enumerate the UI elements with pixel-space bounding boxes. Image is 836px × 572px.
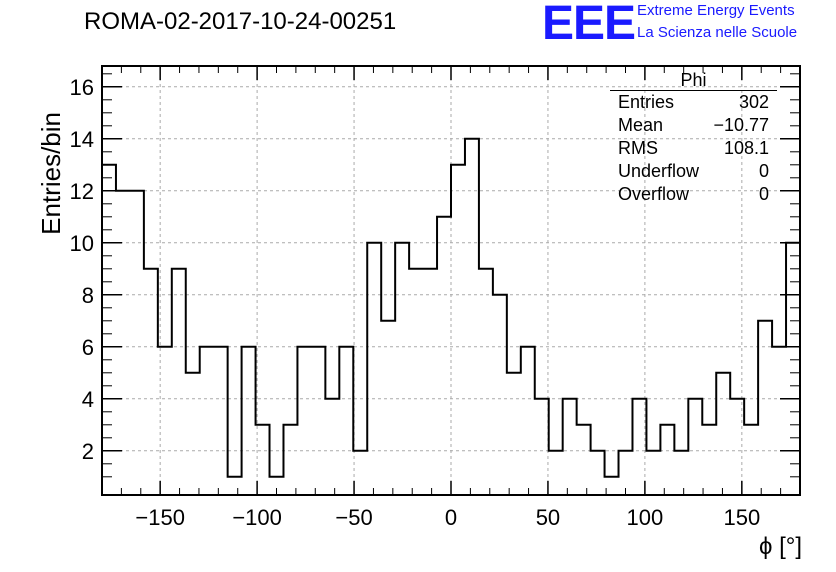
- y-tick-label: 14: [70, 127, 94, 152]
- x-tick-label: −50: [335, 505, 372, 530]
- y-tick-label: 4: [82, 387, 94, 412]
- stats-label: Entries: [618, 92, 675, 112]
- axis-ticks: [102, 66, 800, 495]
- stats-label: Underflow: [618, 161, 700, 181]
- stats-value: 108.1: [723, 138, 769, 158]
- histogram-step-line: [101, 137, 801, 495]
- stats-row-underflow: Underflow 0: [610, 160, 777, 183]
- y-tick-label: 6: [82, 335, 94, 360]
- stats-label: Mean: [618, 115, 664, 135]
- y-tick-label: 12: [70, 179, 94, 204]
- x-tick-label: −150: [135, 505, 185, 530]
- x-tick-label: 100: [627, 505, 664, 530]
- tick-labels: −150 −100 −50 0 50 100 150 2 4 6 8 10 12 14 16: [70, 75, 761, 530]
- stats-row-rms: RMS 108.1: [610, 137, 777, 160]
- x-tick-label: 50: [536, 505, 560, 530]
- eee-line-1: Extreme Energy Events: [637, 2, 795, 19]
- stats-row-entries: Entries 302: [610, 91, 777, 114]
- y-tick-label: 8: [82, 283, 94, 308]
- y-tick-label: 2: [82, 439, 94, 464]
- y-tick-label: 10: [70, 231, 94, 256]
- stats-value: 0: [758, 184, 769, 204]
- run-title: ROMA-02-2017-10-24-00251: [84, 8, 397, 35]
- eee-logo: EEE: [542, 0, 636, 50]
- stats-box: Phi Entries 302 Mean −10.77 RMS 108.1 Un…: [610, 71, 777, 206]
- stats-label: RMS: [618, 138, 658, 158]
- x-tick-label: 0: [445, 505, 457, 530]
- stats-value: 302: [738, 92, 769, 112]
- stats-row-mean: Mean −10.77: [610, 114, 777, 137]
- x-tick-label: 150: [723, 505, 760, 530]
- x-axis-label: ϕ [°]: [758, 533, 802, 560]
- stats-value: 0: [758, 161, 769, 181]
- y-tick-label: 16: [70, 75, 94, 100]
- stats-label: Overflow: [618, 184, 690, 204]
- x-tick-label: −100: [232, 505, 282, 530]
- stats-row-overflow: Overflow 0: [610, 183, 777, 206]
- eee-line-2: La Scienza nelle Scuole: [637, 24, 798, 41]
- stats-title: Phi: [610, 71, 777, 91]
- stats-value: −10.77: [713, 115, 769, 135]
